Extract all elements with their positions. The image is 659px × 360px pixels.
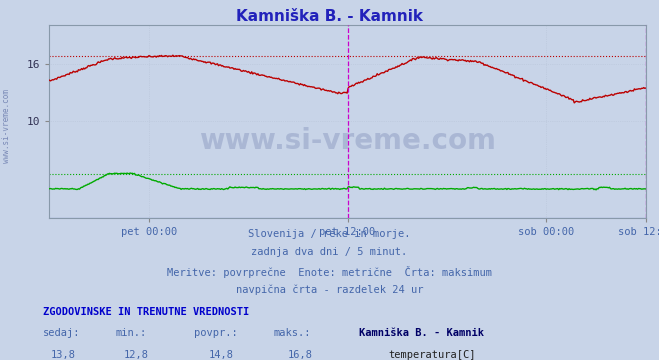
- Text: www.si-vreme.com: www.si-vreme.com: [2, 89, 11, 163]
- Text: temperatura[C]: temperatura[C]: [389, 350, 476, 360]
- Text: Kamniška B. - Kamnik: Kamniška B. - Kamnik: [359, 328, 484, 338]
- Text: 16,8: 16,8: [288, 350, 313, 360]
- Text: 13,8: 13,8: [51, 350, 76, 360]
- Text: ZGODOVINSKE IN TRENUTNE VREDNOSTI: ZGODOVINSKE IN TRENUTNE VREDNOSTI: [43, 307, 249, 317]
- Text: povpr.:: povpr.:: [194, 328, 238, 338]
- Text: 12,8: 12,8: [123, 350, 148, 360]
- Text: Kamniška B. - Kamnik: Kamniška B. - Kamnik: [236, 9, 423, 24]
- Text: Slovenija / reke in morje.: Slovenija / reke in morje.: [248, 229, 411, 239]
- Text: 14,8: 14,8: [209, 350, 234, 360]
- Text: navpična črta - razdelek 24 ur: navpična črta - razdelek 24 ur: [236, 285, 423, 295]
- Text: zadnja dva dni / 5 minut.: zadnja dva dni / 5 minut.: [251, 247, 408, 257]
- Text: min.:: min.:: [115, 328, 146, 338]
- Text: www.si-vreme.com: www.si-vreme.com: [199, 127, 496, 155]
- Text: sedaj:: sedaj:: [43, 328, 80, 338]
- Text: maks.:: maks.:: [273, 328, 311, 338]
- Text: Meritve: povrprečne  Enote: metrične  Črta: maksimum: Meritve: povrprečne Enote: metrične Črta…: [167, 266, 492, 278]
